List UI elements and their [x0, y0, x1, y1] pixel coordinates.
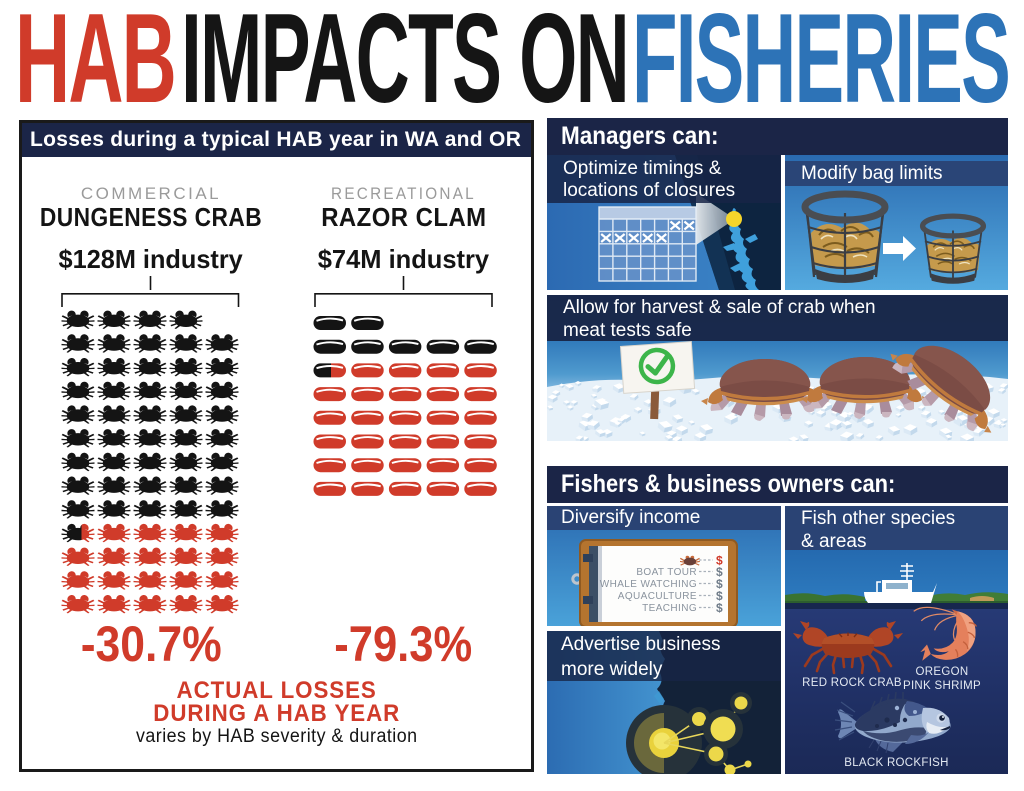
svg-text:$: $	[716, 589, 723, 603]
svg-text:$: $	[716, 554, 723, 568]
svg-text:WHALE WATCHING: WHALE WATCHING	[600, 579, 697, 590]
svg-text:$: $	[716, 601, 723, 615]
svg-text:TEACHING: TEACHING	[642, 603, 697, 614]
svg-text:$: $	[716, 577, 723, 591]
svg-text:$: $	[716, 565, 723, 579]
svg-text:AQUACULTURE: AQUACULTURE	[618, 591, 697, 602]
svg-text:BOAT TOUR: BOAT TOUR	[636, 567, 697, 578]
